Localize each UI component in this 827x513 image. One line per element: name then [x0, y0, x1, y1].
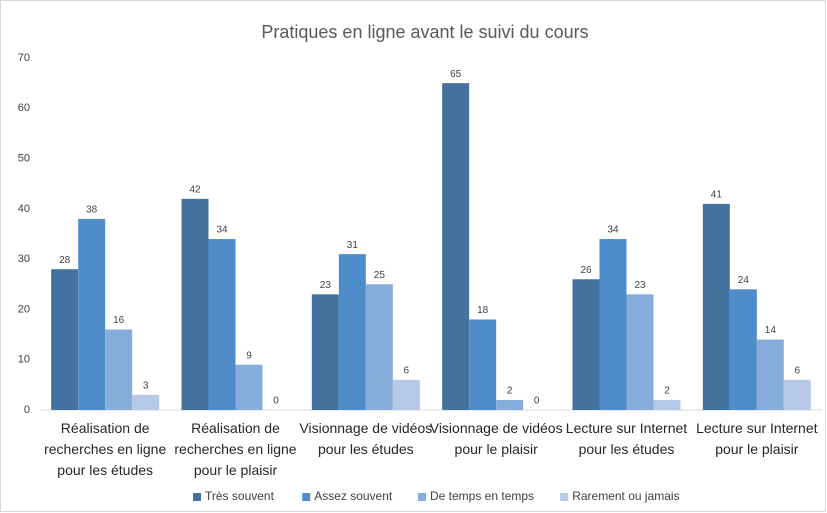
bar	[783, 379, 811, 410]
value-label: 42	[189, 184, 201, 195]
legend-swatch	[193, 493, 201, 501]
bar	[729, 289, 757, 410]
bar	[392, 379, 420, 410]
bar	[51, 269, 79, 410]
legend-swatch	[302, 493, 311, 501]
value-label: 28	[59, 255, 71, 266]
value-label: 14	[765, 325, 777, 336]
value-label: 34	[216, 225, 228, 236]
y-tick-label: 60	[18, 102, 30, 114]
value-label: 24	[738, 275, 750, 286]
value-label: 0	[273, 396, 279, 407]
y-tick-label: 0	[24, 404, 30, 416]
bar	[469, 319, 497, 410]
value-label: 3	[143, 381, 149, 392]
bar	[442, 83, 470, 411]
x-tick-label: Lecture sur Internet pour le plaisir	[696, 420, 818, 457]
legend-label: De temps en temps	[430, 489, 534, 503]
legend-label: Très souvent	[205, 489, 275, 503]
x-tick-label: Visionnage de vidéos pour le plaisir	[429, 420, 563, 457]
bar	[702, 203, 730, 410]
y-tick-label: 10	[18, 354, 30, 366]
value-label: 6	[795, 365, 801, 376]
y-tick-label: 30	[18, 253, 30, 265]
bar	[572, 279, 600, 410]
legend-swatch	[418, 493, 426, 501]
value-label: 65	[450, 69, 462, 80]
legend-swatch	[560, 493, 569, 501]
bar	[132, 394, 160, 410]
x-tick-label: Visionnage de vidéos pour les études	[299, 420, 433, 457]
value-label: 2	[507, 386, 513, 397]
x-tick-label: Lecture sur Internet pour les études	[565, 420, 688, 457]
value-label: 23	[634, 280, 646, 291]
value-label: 9	[246, 350, 252, 361]
bar	[181, 198, 209, 410]
value-label: 2	[664, 386, 670, 397]
x-tick-label: Réalisation de recherches en ligne pour …	[174, 420, 297, 478]
x-tick-label: Réalisation de recherches en ligne pour …	[44, 420, 167, 478]
bar	[756, 339, 784, 410]
y-tick-label: 50	[18, 152, 30, 164]
value-label: 25	[374, 270, 386, 281]
bar	[365, 284, 393, 410]
y-tick-label: 70	[18, 52, 30, 64]
bar	[208, 239, 236, 410]
value-label: 16	[113, 315, 125, 326]
y-tick-label: 40	[18, 203, 30, 215]
bar	[78, 218, 106, 410]
value-label: 38	[86, 205, 98, 216]
value-label: 0	[534, 396, 540, 407]
bar	[235, 364, 263, 410]
value-label: 41	[711, 189, 723, 200]
bar	[338, 254, 366, 410]
legend-label: Assez souvent	[314, 489, 393, 503]
value-label: 31	[347, 240, 359, 251]
bar	[626, 294, 654, 410]
bar	[496, 399, 524, 410]
value-label: 18	[477, 305, 489, 316]
bar	[105, 329, 133, 410]
bar	[599, 239, 627, 410]
bar	[311, 294, 339, 410]
value-label: 34	[607, 225, 619, 236]
value-label: 6	[404, 365, 410, 376]
value-label: 23	[320, 280, 332, 291]
bar	[653, 399, 681, 410]
legend-label: Rarement ou jamais	[572, 489, 679, 503]
chart-title: Pratiques en ligne avant le suivi du cou…	[261, 22, 588, 42]
value-label: 26	[580, 265, 592, 276]
y-tick-label: 20	[18, 303, 30, 315]
